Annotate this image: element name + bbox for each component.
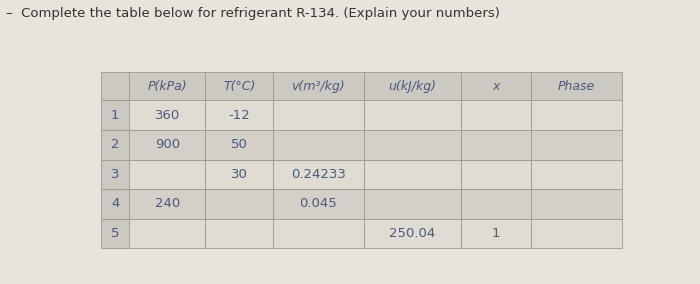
Bar bbox=[206, 72, 273, 100]
Bar bbox=[461, 100, 531, 130]
Text: 1: 1 bbox=[491, 227, 500, 240]
Text: 0.045: 0.045 bbox=[300, 197, 337, 210]
Bar bbox=[461, 189, 531, 219]
Bar bbox=[130, 72, 206, 100]
Bar bbox=[206, 219, 273, 248]
Text: Phase: Phase bbox=[558, 80, 595, 93]
Bar bbox=[273, 160, 364, 189]
Bar bbox=[130, 219, 206, 248]
Bar bbox=[130, 189, 206, 219]
Text: 1: 1 bbox=[111, 108, 120, 122]
Bar bbox=[130, 100, 206, 130]
Bar bbox=[461, 72, 531, 100]
Bar bbox=[206, 130, 273, 160]
Text: 240: 240 bbox=[155, 197, 180, 210]
Text: 360: 360 bbox=[155, 108, 180, 122]
Bar bbox=[364, 219, 461, 248]
Bar bbox=[101, 100, 130, 130]
Bar bbox=[101, 160, 130, 189]
Bar bbox=[206, 189, 273, 219]
Bar bbox=[461, 219, 531, 248]
Bar bbox=[101, 130, 130, 160]
Bar bbox=[364, 130, 461, 160]
Bar bbox=[273, 219, 364, 248]
Text: P(kPa): P(kPa) bbox=[148, 80, 187, 93]
Bar bbox=[206, 160, 273, 189]
Bar bbox=[364, 72, 461, 100]
Text: -12: -12 bbox=[228, 108, 250, 122]
Text: T(°C): T(°C) bbox=[223, 80, 256, 93]
Bar bbox=[531, 189, 622, 219]
Bar bbox=[364, 160, 461, 189]
Bar bbox=[101, 72, 130, 100]
Text: 30: 30 bbox=[231, 168, 248, 181]
Bar bbox=[531, 219, 622, 248]
Bar bbox=[531, 72, 622, 100]
Text: 4: 4 bbox=[111, 197, 119, 210]
Bar bbox=[364, 189, 461, 219]
Bar bbox=[531, 130, 622, 160]
Text: 5: 5 bbox=[111, 227, 120, 240]
Bar bbox=[531, 160, 622, 189]
Bar bbox=[101, 189, 130, 219]
Bar bbox=[206, 100, 273, 130]
Text: 2: 2 bbox=[111, 138, 120, 151]
Bar bbox=[273, 100, 364, 130]
Bar bbox=[273, 72, 364, 100]
Text: 900: 900 bbox=[155, 138, 180, 151]
Text: –  Complete the table below for refrigerant R-134. (Explain your numbers): – Complete the table below for refrigera… bbox=[6, 7, 500, 20]
Bar bbox=[364, 100, 461, 130]
Text: x: x bbox=[492, 80, 500, 93]
Bar bbox=[273, 189, 364, 219]
Bar bbox=[461, 130, 531, 160]
Bar bbox=[531, 100, 622, 130]
Text: 3: 3 bbox=[111, 168, 120, 181]
Bar bbox=[130, 130, 206, 160]
Text: 0.24233: 0.24233 bbox=[291, 168, 346, 181]
Bar bbox=[130, 160, 206, 189]
Text: u(kJ/kg): u(kJ/kg) bbox=[389, 80, 436, 93]
Text: 250.04: 250.04 bbox=[389, 227, 435, 240]
Text: 50: 50 bbox=[231, 138, 248, 151]
Bar bbox=[461, 160, 531, 189]
Bar bbox=[101, 219, 130, 248]
Text: v(m³/kg): v(m³/kg) bbox=[291, 80, 345, 93]
Bar bbox=[273, 130, 364, 160]
